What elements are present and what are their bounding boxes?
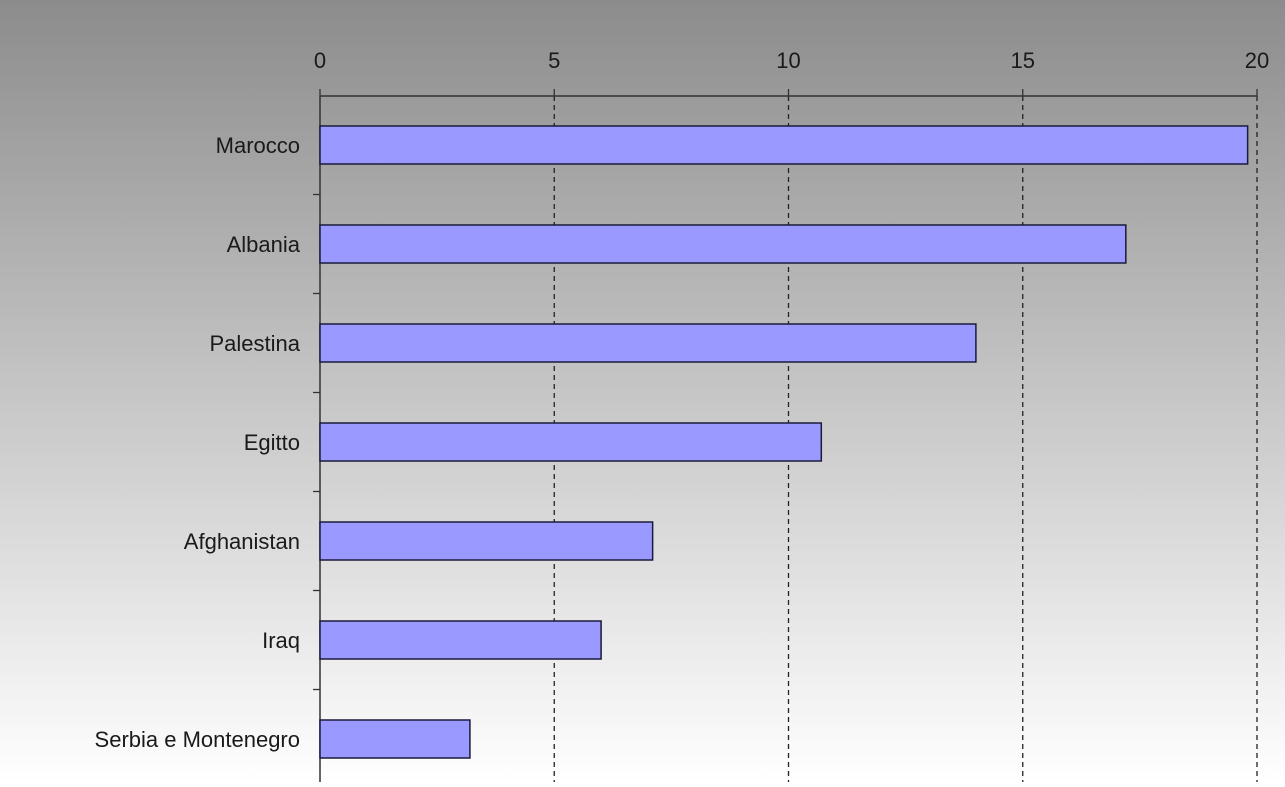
bar-serbia-e-montenegro: [319, 719, 471, 759]
bar-egitto: [319, 422, 823, 462]
category-label-serbia-e-montenegro: Serbia e Montenegro: [95, 727, 300, 752]
labels: 0 5 10 15 20 Marocco Albania Palestina Egitto Afg…: [95, 48, 1270, 752]
category-label-iraq: Iraq: [262, 628, 300, 653]
bar-albania: [319, 224, 1127, 264]
bar-afghanistan: [319, 521, 654, 561]
category-label-egitto: Egitto: [244, 430, 300, 455]
x-tick-label-0: 0: [314, 48, 326, 73]
category-label-afghanistan: Afghanistan: [184, 529, 300, 554]
x-tick-label-5: 5: [548, 48, 560, 73]
x-tick-label-10: 10: [776, 48, 800, 73]
x-tick-label-20: 20: [1245, 48, 1269, 73]
bars: [319, 125, 1249, 759]
category-label-albania: Albania: [227, 232, 301, 257]
bar-iraq: [319, 620, 602, 660]
bar-marocco: [319, 125, 1249, 165]
bar-palestina: [319, 323, 977, 363]
category-label-marocco: Marocco: [216, 133, 300, 158]
x-tick-label-15: 15: [1011, 48, 1035, 73]
category-label-palestina: Palestina: [209, 331, 300, 356]
